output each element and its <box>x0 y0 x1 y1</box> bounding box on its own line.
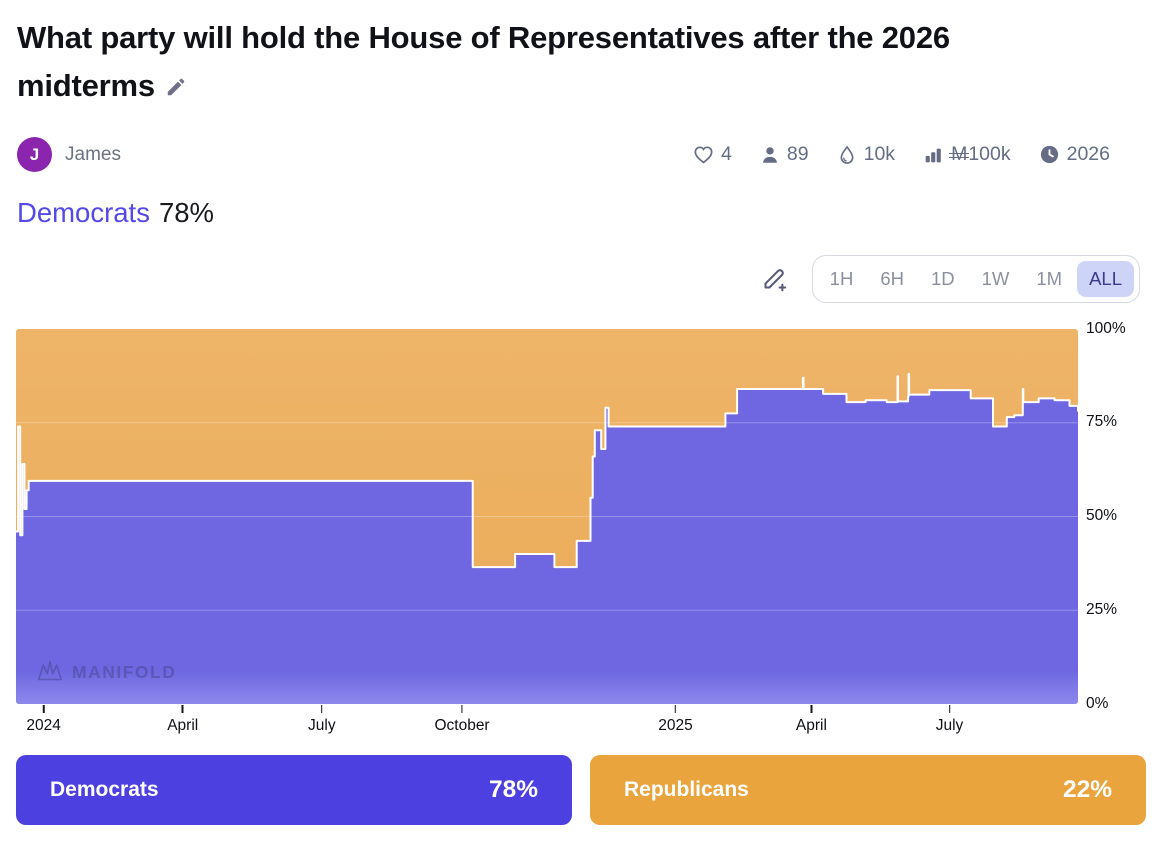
range-button-6h[interactable]: 6H <box>880 267 904 289</box>
meta-row: J James 4 89 10k M100k 2026 <box>17 135 1146 175</box>
x-axis-label: October <box>434 716 490 734</box>
x-axis-tick-mark <box>948 704 951 713</box>
y-axis-label: 100% <box>1086 319 1126 337</box>
x-axis-tick-mark <box>42 704 45 713</box>
y-axis: 100% 75% 50% 25% 0% <box>1086 320 1156 712</box>
answer-bar-republicans[interactable]: Republicans 22% <box>590 754 1146 825</box>
x-axis-label: April <box>795 716 827 734</box>
person-icon <box>759 144 781 166</box>
annotate-pencil-plus-icon[interactable] <box>761 265 788 292</box>
manifold-logo-icon <box>36 658 63 688</box>
droplet-icon <box>836 144 858 166</box>
x-axis-tick: July <box>935 704 964 735</box>
x-axis-tick-mark <box>810 704 813 713</box>
x-axis: 2024 April July October 2025 April July <box>0 704 1162 741</box>
mana-symbol: M <box>949 143 970 166</box>
edit-title-icon[interactable] <box>165 64 187 112</box>
stacked-area-chart[interactable] <box>16 328 1078 704</box>
likes-stat[interactable]: 4 <box>692 143 732 166</box>
liquidity-stat: 10k <box>836 143 895 166</box>
answer-label: Democrats <box>50 777 159 801</box>
range-button-1m[interactable]: 1M <box>1036 267 1063 289</box>
y-axis-label: 50% <box>1086 507 1118 525</box>
close-year: 2026 <box>1066 143 1110 166</box>
range-button-1w[interactable]: 1W <box>981 267 1010 289</box>
creator-name[interactable]: James <box>65 143 121 165</box>
answer-label: Republicans <box>624 777 749 801</box>
market-title-text: What party will hold the House of Repres… <box>17 20 950 104</box>
manifold-watermark: MANIFOLD <box>36 658 176 688</box>
x-axis-label: July <box>935 716 964 734</box>
probability-chart: 100% 75% 50% 25% 0% 2024 April July October 2025… <box>0 320 1162 741</box>
x-axis-tick-mark <box>674 704 677 713</box>
x-axis-tick-mark <box>461 704 463 713</box>
traders-stat: 89 <box>759 143 809 166</box>
x-axis-label: July <box>308 716 336 734</box>
range-button-1d[interactable]: 1D <box>930 267 955 289</box>
close-date-stat: 2026 <box>1038 143 1110 166</box>
market-page: What party will hold the House of Repres… <box>0 14 1162 852</box>
x-axis-tick: April <box>795 704 827 735</box>
volume-value: 100k <box>968 143 1011 166</box>
avatar[interactable]: J <box>17 137 52 173</box>
answers-row: Democrats 78% Republicans 22% <box>16 754 1146 825</box>
x-axis-tick: 2025 <box>658 704 693 735</box>
bar-chart-icon <box>922 144 944 166</box>
leading-answer-name: Democrats <box>17 196 150 228</box>
traders-count: 89 <box>786 143 809 166</box>
y-axis-label: 75% <box>1086 413 1118 431</box>
x-axis-tick: July <box>308 704 336 735</box>
likes-count: 4 <box>721 143 732 166</box>
x-axis-label: 2025 <box>658 716 693 734</box>
market-stats: 4 89 10k M100k 2026 <box>692 143 1146 166</box>
market-title: What party will hold the House of Repres… <box>17 14 1027 113</box>
chart-controls: 1H 6H 1D 1W 1M ALL <box>16 254 1140 303</box>
range-button-all[interactable]: ALL <box>1077 260 1134 297</box>
heart-icon <box>692 143 715 166</box>
volume-stat: M100k <box>922 143 1011 166</box>
watermark-text: MANIFOLD <box>72 662 177 683</box>
leading-answer-row: Democrats 78% <box>17 197 1146 229</box>
x-axis-label: 2024 <box>26 716 61 734</box>
answer-prob: 78% <box>488 775 538 803</box>
range-button-1h[interactable]: 1H <box>829 267 854 289</box>
x-axis-tick: October <box>434 704 490 735</box>
liquidity-amount: 10k <box>863 143 896 166</box>
x-axis-label: April <box>167 716 199 734</box>
volume-amount: M100k <box>949 143 1011 166</box>
answer-prob: 22% <box>1062 775 1112 803</box>
x-axis-tick-mark <box>181 704 184 713</box>
answer-bar-democrats[interactable]: Democrats 78% <box>16 754 572 825</box>
x-axis-tick: April <box>167 704 199 735</box>
y-axis-label: 0% <box>1086 694 1109 712</box>
time-range-selector: 1H 6H 1D 1W 1M ALL <box>811 254 1140 303</box>
leading-answer-prob: 78% <box>158 196 214 228</box>
y-axis-label: 25% <box>1086 600 1118 618</box>
x-axis-tick-mark <box>321 704 323 713</box>
clock-icon <box>1038 143 1061 166</box>
x-axis-tick: 2024 <box>26 704 61 735</box>
